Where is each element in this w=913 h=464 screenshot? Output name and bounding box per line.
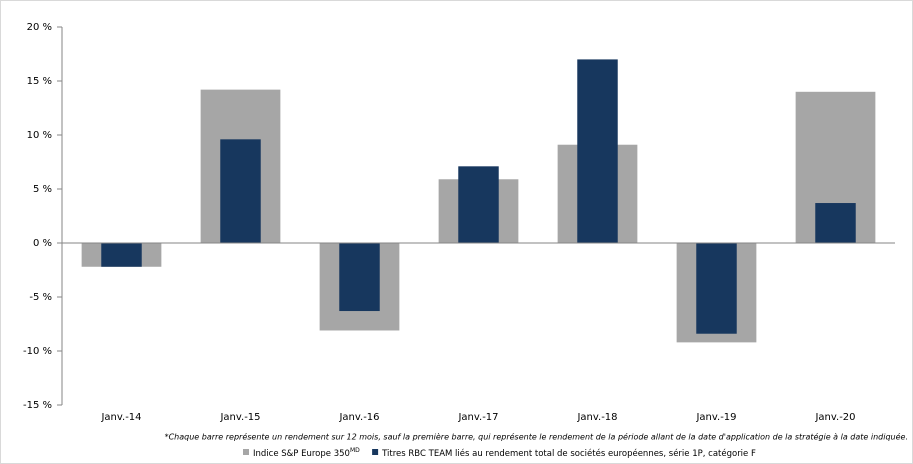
x-tick-label: Janv.-20 [814,412,855,423]
bar [458,166,499,243]
x-tick-label: Janv.-16 [338,412,379,423]
y-tick-label: -10 % [23,346,52,357]
legend-swatch [372,449,379,455]
footnote: *Chaque barre représente un rendement su… [165,432,908,442]
bar [101,243,142,267]
y-tick-label: -5 % [29,292,52,303]
legend-label: Indice S&P Europe 350MD [253,447,360,459]
bar [220,139,261,243]
y-tick-label: 0 % [33,238,52,249]
legend-text: Indice S&P Europe 350 [253,449,350,459]
bar [696,243,737,334]
y-tick-label: 20 % [27,22,52,33]
x-tick-label: Janv.-15 [219,412,260,423]
bar [339,243,380,312]
bar [815,203,856,243]
y-tick-label: -15 % [23,400,52,411]
legend-text: Titres RBC TEAM liés au rendement total … [381,448,756,459]
x-tick-label: Janv.-17 [457,412,498,423]
y-tick-label: 10 % [27,130,52,141]
legend-swatch [243,449,249,455]
y-tick-label: 15 % [27,76,52,87]
bar [577,59,618,244]
x-tick-label: Janv.-18 [576,412,617,423]
x-tick-label: Janv.-14 [100,412,141,423]
y-tick-label: 5 % [33,184,52,195]
legend-superscript: MD [350,447,360,454]
legend-label: Titres RBC TEAM liés au rendement total … [381,448,756,459]
x-tick-label: Janv.-19 [695,412,736,423]
